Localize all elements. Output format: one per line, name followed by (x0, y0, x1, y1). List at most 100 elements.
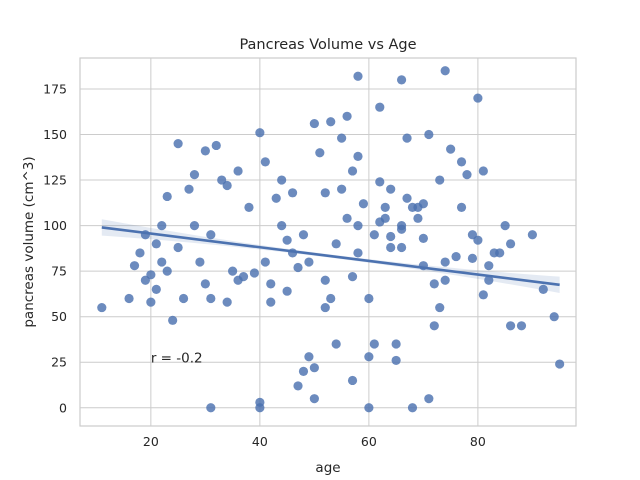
data-point (440, 66, 450, 76)
data-point (326, 117, 336, 127)
data-point (369, 339, 379, 349)
data-point (396, 224, 407, 234)
data-point (97, 302, 107, 313)
data-point (255, 128, 265, 138)
data-point (151, 239, 161, 249)
data-point (331, 239, 341, 249)
data-point (435, 175, 445, 185)
y-tick-label: 25 (51, 355, 67, 370)
data-point (424, 129, 434, 140)
data-point (353, 71, 363, 81)
data-point (282, 235, 292, 245)
y-axis-title: pancreas volume (cm^3) (21, 156, 37, 327)
data-point (429, 321, 439, 331)
data-point (277, 221, 287, 231)
data-point (347, 272, 358, 282)
data-point (309, 118, 319, 129)
data-point (467, 230, 478, 240)
data-point (189, 221, 200, 231)
data-point (260, 157, 270, 167)
data-point (206, 403, 216, 413)
data-point (358, 199, 369, 209)
data-point (326, 293, 336, 304)
data-point (151, 284, 161, 294)
y-tick-label: 100 (43, 218, 67, 233)
data-point (146, 270, 156, 280)
data-point (440, 275, 450, 285)
data-point (555, 359, 565, 369)
data-point (173, 242, 183, 253)
data-point (429, 279, 439, 289)
data-point (462, 169, 472, 180)
data-point (549, 312, 559, 322)
data-point (222, 180, 232, 191)
y-tick-label: 150 (43, 127, 67, 142)
data-point (266, 297, 276, 307)
data-point (124, 293, 134, 304)
data-point (173, 139, 183, 149)
data-point (184, 184, 194, 194)
data-point (413, 202, 423, 212)
data-point (200, 146, 210, 156)
data-point (233, 275, 243, 285)
data-point (304, 257, 314, 267)
data-point (489, 248, 499, 258)
data-point (293, 262, 303, 273)
data-point (293, 381, 303, 391)
data-point (386, 242, 396, 253)
data-point (271, 193, 281, 203)
y-tick-label: 75 (51, 264, 67, 279)
data-point (402, 133, 412, 143)
data-point (337, 184, 347, 194)
data-point (413, 213, 423, 223)
data-point (456, 157, 467, 167)
data-point (456, 202, 467, 212)
data-point (331, 339, 341, 349)
x-axis-title: age (315, 460, 340, 476)
x-tick-label: 80 (470, 434, 486, 449)
data-point (380, 213, 390, 223)
data-point (162, 191, 172, 202)
data-point (391, 355, 401, 366)
data-point (157, 221, 167, 231)
data-point (467, 253, 478, 263)
data-point (407, 403, 418, 413)
x-tick-label: 40 (252, 434, 268, 449)
data-point (380, 202, 390, 212)
data-point (353, 221, 363, 231)
correlation-annotation: r = -0.2 (151, 351, 203, 367)
data-point (342, 111, 352, 121)
data-point (206, 293, 216, 304)
data-point (304, 352, 314, 362)
data-point (484, 261, 494, 271)
data-point (478, 290, 488, 300)
data-point (309, 363, 319, 373)
data-point (320, 188, 330, 198)
data-points (97, 66, 565, 413)
data-point (255, 397, 265, 407)
data-point (424, 394, 434, 404)
data-point (298, 366, 309, 376)
data-point (320, 275, 330, 285)
data-point (505, 239, 516, 249)
data-point (538, 284, 548, 294)
data-point (342, 213, 352, 223)
regression-line (101, 226, 560, 287)
data-point (505, 321, 516, 331)
data-point (320, 302, 330, 313)
y-tick-labels: 0 25 50 75 100 125 150 175 (43, 81, 67, 415)
data-point (402, 193, 412, 203)
data-point (189, 169, 200, 180)
data-point (228, 266, 238, 276)
chart-title: Pancreas Volume vs Age (239, 37, 416, 53)
data-point (451, 251, 461, 262)
data-point (347, 166, 358, 176)
data-point (396, 75, 407, 85)
data-point (222, 297, 232, 307)
data-point (527, 230, 537, 240)
data-point (386, 184, 396, 194)
data-point (233, 166, 243, 176)
data-point (364, 403, 374, 413)
data-point (418, 233, 428, 243)
data-point (500, 221, 510, 231)
